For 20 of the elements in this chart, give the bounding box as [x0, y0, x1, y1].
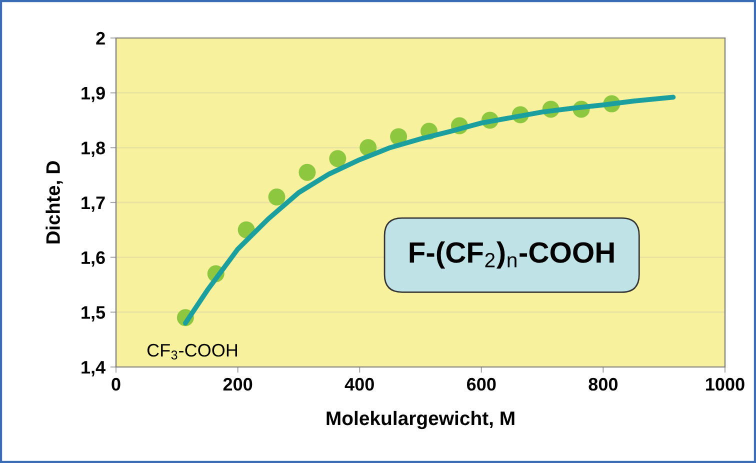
y-tick-label: 1,8	[82, 142, 106, 158]
x-tick-label: 200	[223, 378, 252, 391]
y-tick-label: 1,6	[82, 251, 105, 267]
annotation: CF$_{3}$-COOH	[147, 344, 237, 360]
y-tick-label: 1,4	[82, 361, 106, 376]
point	[329, 150, 346, 168]
x-tick-label: 1000	[706, 378, 744, 391]
x-axis-title: Molekulargewicht, M	[326, 410, 514, 430]
y-tick-label: 2	[96, 32, 105, 45]
x-tick-label: 800	[588, 378, 618, 391]
y-tick-label: 1,9	[82, 86, 105, 102]
annotation: F-(CF$_{2}$)$_{n}$-COOH	[410, 241, 614, 269]
y-tick-label: 1,5	[82, 306, 106, 322]
x-tick-label: 600	[467, 378, 496, 391]
x-tick-label: 0	[112, 378, 120, 391]
x-tick-label: 400	[344, 378, 374, 391]
point	[268, 188, 286, 206]
y-tick-label: 1,7	[82, 196, 105, 212]
y-axis-title: Dichte, D	[46, 161, 63, 244]
point	[298, 164, 316, 181]
